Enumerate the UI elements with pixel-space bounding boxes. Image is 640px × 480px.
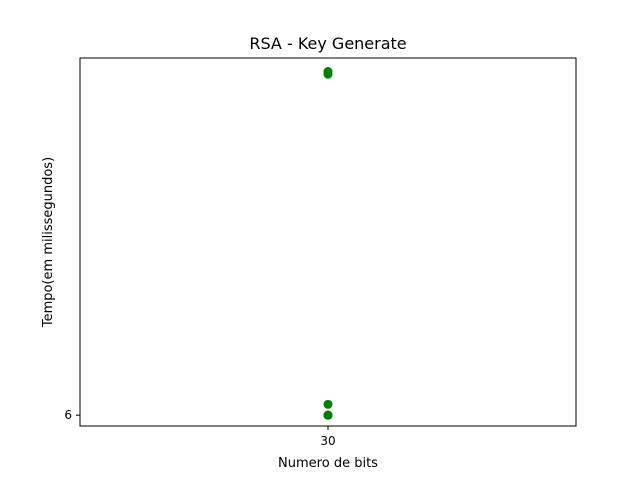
y-tick-label: 6 [64,408,72,422]
y-axis-label: Tempo(em milissegundos) [41,157,56,328]
points-layer [323,67,333,420]
data-point [323,410,333,420]
x-axis-label: Numero de bits [278,456,378,471]
data-point [323,399,333,409]
data-point [323,67,333,77]
x-ticks-layer: 30 [320,426,336,448]
chart-title: RSA - Key Generate [249,34,406,53]
y-ticks-layer: 6 [64,408,80,422]
x-tick-label: 30 [320,434,335,448]
